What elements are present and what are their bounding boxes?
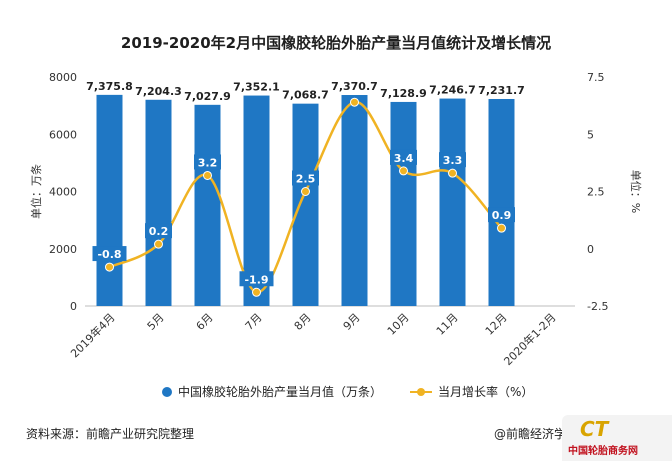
x-tick-label: 2020年1-2月 [501, 310, 559, 368]
y-right-tick-label: 0 [587, 243, 594, 256]
growth-rate-label-bg [239, 271, 274, 287]
growth-rate-label: 0.2 [149, 225, 169, 238]
growth-rate-line [108, 100, 503, 294]
x-tick-label: 12月 [483, 311, 510, 338]
y-left-tick-label: 2000 [49, 243, 77, 256]
growth-rate-label-bg [488, 207, 515, 223]
y-right-axis-title: 单位：% [629, 170, 643, 213]
y-left-tick-label: 4000 [49, 186, 77, 199]
growth-rate-label-bg [292, 170, 319, 186]
bar [96, 94, 123, 306]
bar [243, 95, 270, 306]
legend-bar-label: 中国橡胶轮胎外胎产量当月值（万条） [178, 385, 383, 399]
bar-value-label: 7,204.3 [135, 85, 182, 98]
bar-value-label: 7,231.7 [478, 84, 525, 97]
growth-rate-point [252, 287, 261, 297]
bar-value-label: 7,068.7 [282, 89, 329, 102]
growth-rate-label: -1.9 [244, 273, 268, 286]
x-tick-label: 10月 [385, 311, 412, 338]
growth-rate-point [350, 97, 359, 107]
source-note: 资料来源：前瞻产业研究院整理 [26, 427, 195, 441]
growth-rate-label-bg [439, 152, 466, 168]
bar-value-label: 7,370.7 [331, 80, 378, 93]
bar [439, 98, 466, 307]
y-right-tick-label: 5 [587, 128, 594, 141]
bar [390, 101, 417, 306]
y-left-tick-label: 0 [70, 300, 77, 313]
growth-rate-point [448, 168, 457, 178]
bar [488, 98, 515, 306]
bar-value-label: 7,027.9 [184, 90, 231, 103]
bar [341, 95, 368, 307]
y-left-axis-title: 单位：万条 [29, 164, 43, 219]
legend: 中国橡胶轮胎外胎产量当月值（万条） 当月增长率（%） [162, 383, 533, 400]
legend-bar-swatch [162, 386, 172, 397]
bar [292, 103, 319, 306]
y-left-tick-label: 6000 [49, 128, 77, 141]
x-tick-label: 11月 [434, 311, 461, 338]
growth-rate-label-bg [390, 149, 417, 165]
bar [194, 104, 221, 307]
growth-rate-label: 3.4 [394, 152, 414, 165]
bar-value-label: 7,246.7 [429, 84, 476, 97]
growth-rate-point [301, 187, 310, 196]
growth-rate-label-bg [92, 246, 127, 262]
y-left-tick-label: 8000 [49, 71, 77, 84]
x-tick-label: 8月 [292, 311, 314, 333]
growth-rate-label: 3.3 [443, 154, 463, 167]
growth-rate-label-bg [145, 223, 172, 239]
growth-rate-point [203, 170, 212, 180]
growth-rate-label: 2.5 [296, 173, 316, 186]
bar [145, 99, 172, 306]
y-right-tick-label: 2.5 [587, 186, 605, 199]
growth-rate-label: -0.8 [97, 248, 121, 261]
growth-rate-label: 0.9 [492, 209, 512, 222]
logo-text: 中国轮胎商务网 [568, 446, 638, 457]
bar-value-label: 7,375.8 [86, 80, 133, 93]
x-tick-label: 7月 [243, 311, 265, 333]
growth-rate-point [497, 223, 506, 233]
site-logo: CT 中国轮胎商务网 [562, 415, 672, 461]
x-tick-label: 9月 [341, 311, 363, 333]
x-tick-label: 6月 [194, 311, 216, 333]
legend-line-swatch [410, 387, 433, 397]
x-tick-label: 5月 [145, 311, 167, 333]
bar-value-label: 7,352.1 [233, 81, 280, 94]
growth-rate-point [399, 166, 408, 176]
growth-rate-label-bg [194, 154, 221, 170]
chart-title: 2019-2020年2月中国橡胶轮胎外胎产量当月值统计及增长情况 [120, 34, 552, 52]
growth-rate-point [105, 262, 114, 272]
growth-rate-point [154, 239, 163, 249]
x-tick-label: 2019年4月 [67, 310, 117, 360]
y-right-tick-label: -2.5 [587, 300, 608, 313]
growth-rate-label: 3.2 [198, 156, 218, 169]
legend-line-label: 当月增长率（%） [438, 385, 534, 399]
bar-value-label: 7,128.9 [380, 87, 427, 100]
logo-mark: CT [580, 417, 609, 441]
y-right-tick-label: 7.5 [587, 71, 605, 84]
